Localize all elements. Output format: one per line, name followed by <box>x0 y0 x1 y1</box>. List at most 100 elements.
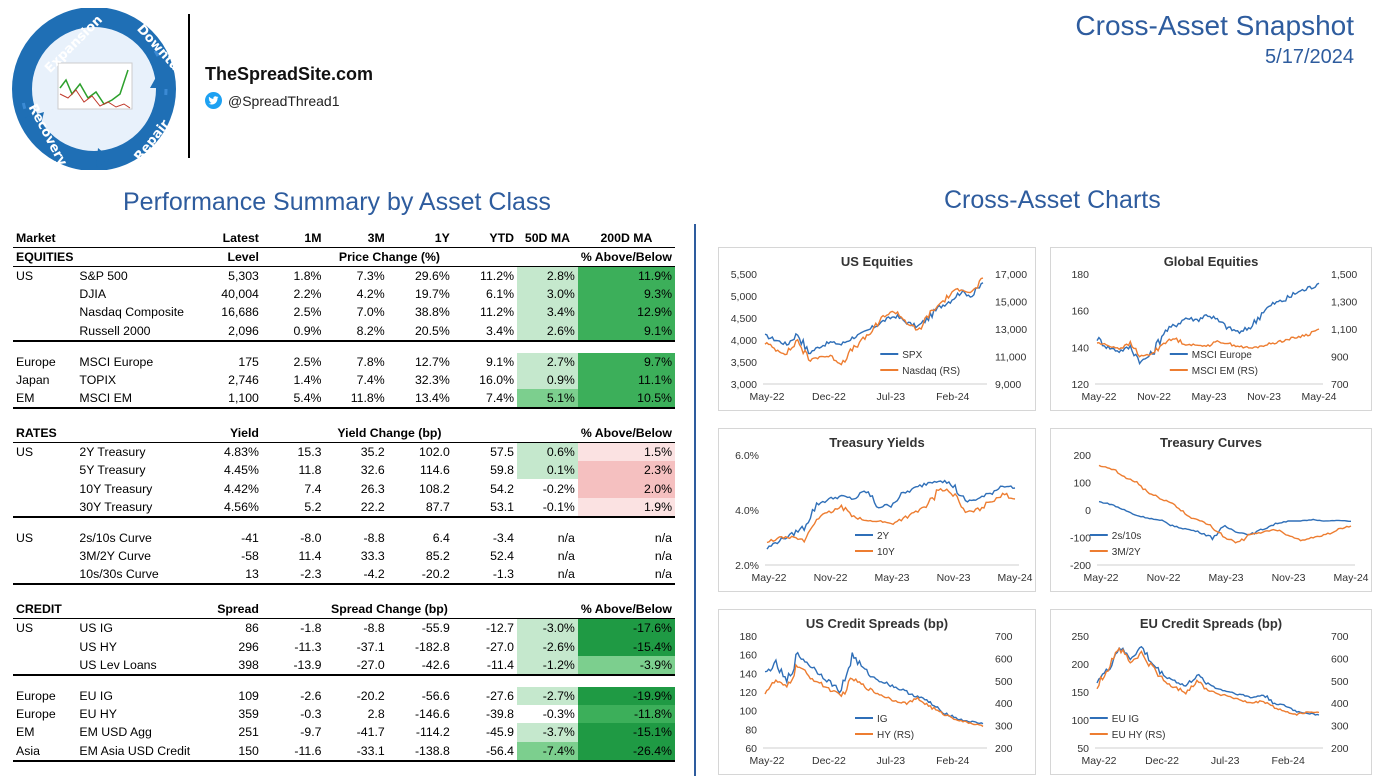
empty-cell <box>453 675 517 687</box>
row-name: 10s/30s Curve <box>76 565 195 586</box>
row-3m: 33.3 <box>360 549 385 564</box>
row-50d-ma: 0.9% <box>517 370 578 390</box>
rates-change-label: Yield Change (bp) <box>261 424 518 444</box>
empty-cell <box>578 341 675 353</box>
row-200d-ma: -3.9% <box>577 655 675 676</box>
row-ytd: 57.5 <box>490 445 515 460</box>
row-name: US IG <box>79 621 113 636</box>
row-name: 3M/2Y Curve <box>79 549 151 564</box>
x-tick-label: Nov-23 <box>1272 572 1306 584</box>
site-name[interactable]: TheSpreadSite.com <box>205 64 374 84</box>
row-ytd: 9.1% <box>485 354 515 369</box>
y-tick-label: -100 <box>1070 533 1091 545</box>
row-200d-ma: 1.9% <box>577 497 675 518</box>
empty-cell <box>194 675 262 687</box>
row-name: 2s/10s Curve <box>79 530 152 545</box>
row-ytd: -45.9 <box>485 725 515 740</box>
row-latest: 2,746 <box>228 373 259 388</box>
empty-cell <box>76 517 194 529</box>
row-3m: 26.3 <box>360 481 385 496</box>
y2-tick-label: 700 <box>1331 379 1349 391</box>
row-3m: 11.8% <box>324 389 388 410</box>
row-50d-ma: 0.1% <box>517 461 578 480</box>
row-200d-ma: 2.0% <box>577 479 675 498</box>
row-1m: -9.7 <box>300 725 322 740</box>
row-1y: -138.8 <box>387 741 453 762</box>
legend-label: 10Y <box>877 547 895 558</box>
chart-us-equities: US Equities 3,000 3,500 4,000 4,500 5,000 5,50… <box>718 247 1036 411</box>
y-tick-label: 100 <box>1071 715 1089 727</box>
row-latest: 109 <box>238 688 259 703</box>
empty-cell <box>388 517 453 529</box>
credit-section-header: CREDIT Spread Spread Change (bp) % Above/Be… <box>13 600 675 620</box>
row-200d-ma: -19.9% <box>577 686 675 705</box>
row-1m: 0.9% <box>261 321 325 342</box>
y-tick-label: 50 <box>1077 743 1089 755</box>
row-region: EM <box>16 725 35 740</box>
empty-cell <box>388 408 453 424</box>
y-tick-label: 3,500 <box>731 357 757 369</box>
y-tick-label: 4,000 <box>731 335 757 347</box>
row-200d-ma: 9.3% <box>577 285 675 304</box>
row-latest: 150 <box>194 741 262 762</box>
empty-cell <box>517 517 578 529</box>
report-title: Cross-Asset Snapshot <box>1075 10 1354 41</box>
table-row: Europe EU IG 109 -2.6 -20.2 -56.6 -27.6 -2.7% -1… <box>13 686 675 705</box>
table-row: 10Y Treasury 4.42% 7.4 26.3 108.2 54.2 -0.2% 2.… <box>13 479 675 498</box>
row-3m: 7.8% <box>356 354 385 369</box>
x-tick-label: May-24 <box>1333 572 1368 584</box>
empty-cell <box>76 229 195 248</box>
row-name: US Lev Loans <box>76 655 195 676</box>
table-row: EM MSCI EM 1,100 5.4% 11.8% 13.4% 7.4% 5.1% 10.5… <box>13 389 675 410</box>
row-3m: -27.0 <box>324 655 388 676</box>
table-row: 10s/30s Curve 13 -2.3 -4.2 -20.2 -1.3 n/a n/a <box>13 565 675 586</box>
row-50d-ma: n/a <box>557 549 575 564</box>
legend-label: Nasdaq (RS) <box>902 366 960 377</box>
y2-tick-label: 17,000 <box>995 269 1027 281</box>
row-3m: 2.8 <box>367 707 385 722</box>
row-50d-ma: -3.7% <box>517 723 578 742</box>
x-tick-label: Jul-23 <box>877 755 906 767</box>
col-header-2: 3M <box>324 229 388 248</box>
row-1m: 5.4% <box>261 389 325 410</box>
y-tick-label: 5,500 <box>731 269 757 281</box>
equities-label: EQUITIES <box>13 247 77 267</box>
rates-label: RATES <box>13 424 77 444</box>
legend-label: MSCI Europe <box>1192 350 1252 361</box>
row-1y: 29.6% <box>414 269 450 283</box>
chart-global-equities: Global Equities 120 140 160 180 700 900 1,100 1,… <box>1050 247 1372 411</box>
y-tick-label: 80 <box>745 724 757 736</box>
table-column-header: Market Latest 1M 3M 1Y YTD 50D MA 200D MA <box>13 229 675 248</box>
row-1m: 2.2% <box>293 287 322 302</box>
y2-tick-label: 11,000 <box>995 352 1026 364</box>
row-200d-ma: -26.4% <box>577 741 675 762</box>
row-name: 30Y Treasury <box>76 497 195 518</box>
series-line-hy-rs- <box>764 663 984 728</box>
row-50d-ma: -0.2% <box>542 481 575 496</box>
series-line-nasdaq-rs- <box>764 277 984 366</box>
row-1y: 12.7% <box>414 354 450 369</box>
row-name: Nasdaq Composite <box>79 305 184 320</box>
y2-tick-label: 400 <box>995 698 1013 710</box>
empty-cell <box>76 424 195 444</box>
y-tick-label: 0 <box>1085 505 1091 517</box>
y2-tick-label: 300 <box>1331 721 1349 733</box>
empty-cell <box>324 584 387 600</box>
chart-title: EU Credit Spreads (bp) <box>1140 616 1282 631</box>
row-ytd: 11.2% <box>480 269 515 283</box>
row-200d-ma: 9.1% <box>577 321 675 342</box>
row-region: US <box>16 621 34 636</box>
rates-section-header: RATES Yield Yield Change (bp) % Above/Below <box>13 424 675 444</box>
x-tick-label: Jul-23 <box>1211 755 1240 767</box>
chart-treasury-yields: Treasury Yields 2.0% 4.0% 6.0% May-22 Nov-22 M… <box>718 428 1036 592</box>
row-name: MSCI EM <box>76 389 195 410</box>
row-1y: 102.0 <box>419 445 450 460</box>
x-tick-label: May-23 <box>1191 391 1226 403</box>
row-1m: 1.4% <box>293 373 322 388</box>
row-region <box>13 285 76 303</box>
y2-tick-label: 200 <box>995 743 1013 755</box>
row-50d-ma: -3.0% <box>517 618 578 638</box>
row-region: Asia <box>13 741 77 762</box>
row-1m: 5.2 <box>261 497 325 518</box>
twitter-handle[interactable]: @SpreadThread1 <box>205 92 340 109</box>
